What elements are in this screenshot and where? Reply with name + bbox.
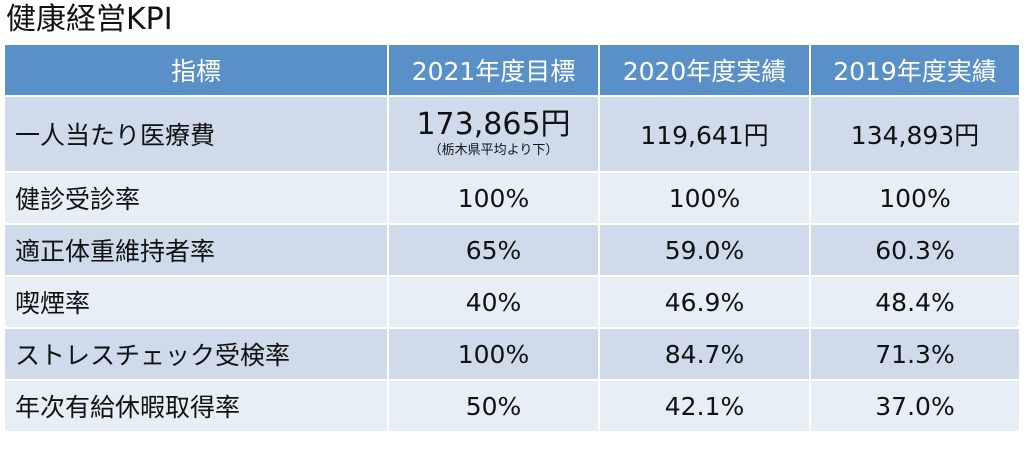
header-row: 指標 2021年度目標 2020年度実績 2019年度実績 (3, 43, 1021, 97)
value-2020: 46.9% (598, 275, 811, 329)
header-2020-actual: 2020年度実績 (598, 43, 811, 97)
metric-label: 健診受診率 (3, 171, 389, 225)
header-2019-actual: 2019年度実績 (809, 43, 1021, 97)
value-2019: 134,893円 (809, 95, 1021, 173)
target-value: 40% (387, 275, 600, 329)
target-value: 50% (387, 379, 600, 433)
target-value: 100% (387, 171, 600, 225)
target-note: （栃木県平均より下） (428, 143, 559, 158)
kpi-table: 指標 2021年度目標 2020年度実績 2019年度実績 一人当たり医療費 1… (3, 43, 1021, 433)
table-row: 喫煙率 40% 46.9% 48.4% (3, 275, 1021, 329)
header-2021-target: 2021年度目標 (387, 43, 600, 97)
table-body: 一人当たり医療費 173,865円 （栃木県平均より下） 119,641円 13… (3, 95, 1021, 433)
value-2020: 59.0% (598, 223, 811, 277)
table-row: 適正体重維持者率 65% 59.0% 60.3% (3, 223, 1021, 277)
value-2019: 100% (809, 171, 1021, 225)
metric-label: ストレスチェック受検率 (3, 327, 389, 381)
header-metric: 指標 (3, 43, 389, 97)
table-row: 一人当たり医療費 173,865円 （栃木県平均より下） 119,641円 13… (3, 95, 1021, 173)
value-2019: 60.3% (809, 223, 1021, 277)
metric-label: 喫煙率 (3, 275, 389, 329)
metric-label: 年次有給休暇取得率 (3, 379, 389, 433)
table-header: 指標 2021年度目標 2020年度実績 2019年度実績 (3, 43, 1021, 97)
value-2020: 42.1% (598, 379, 811, 433)
value-2020: 119,641円 (598, 95, 811, 173)
value-2019: 71.3% (809, 327, 1021, 381)
target-cell: 173,865円 （栃木県平均より下） (387, 95, 600, 173)
metric-label: 一人当たり医療費 (3, 95, 389, 173)
metric-label: 適正体重維持者率 (3, 223, 389, 277)
value-2019: 48.4% (809, 275, 1021, 329)
table-row: 年次有給休暇取得率 50% 42.1% 37.0% (3, 379, 1021, 433)
target-value: 100% (387, 327, 600, 381)
table-row: 健診受診率 100% 100% 100% (3, 171, 1021, 225)
value-2020: 84.7% (598, 327, 811, 381)
target-value: 65% (387, 223, 600, 277)
page-title: 健康経営KPI (6, 2, 173, 37)
target-value: 173,865円 (416, 107, 571, 142)
value-2019: 37.0% (809, 379, 1021, 433)
table-row: ストレスチェック受検率 100% 84.7% 71.3% (3, 327, 1021, 381)
value-2020: 100% (598, 171, 811, 225)
